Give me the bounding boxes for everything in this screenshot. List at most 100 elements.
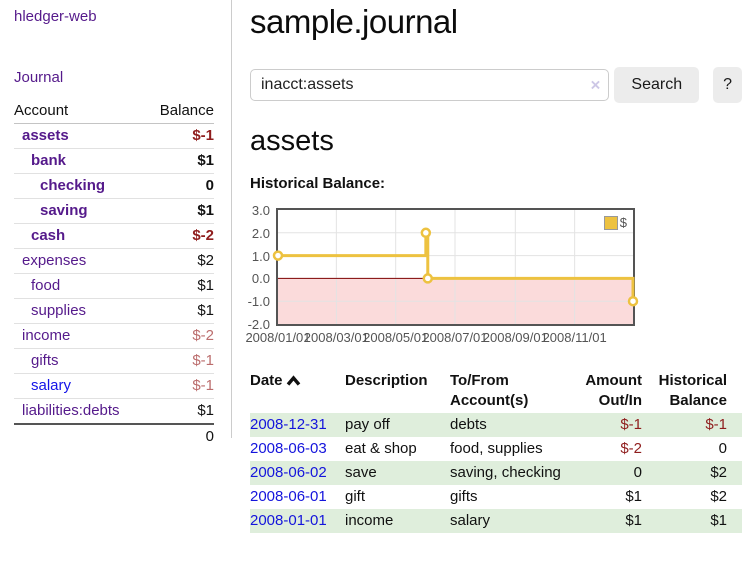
historical-balance-chart: $ 3.0 2.0 1.0 0.0 -1.0 -2.0 2008/01/01 2008/03/…: [245, 204, 742, 346]
x-axis-tick-label: 2008/03/01: [303, 330, 369, 345]
register-amount: $-1: [565, 413, 657, 437]
register-date: 2008-12-31: [250, 413, 345, 437]
account-link[interactable]: saving: [40, 202, 88, 219]
account-link[interactable]: expenses: [22, 252, 87, 269]
accounts-total-row: 0: [14, 423, 214, 449]
clear-search-icon[interactable]: ×: [590, 75, 601, 95]
sidebar-item-journal[interactable]: Journal: [14, 69, 64, 86]
account-row: expenses $2: [14, 248, 214, 274]
help-button[interactable]: ?: [713, 67, 742, 103]
account-row: salary $-1: [14, 373, 214, 399]
accounts-col-account: Account: [14, 100, 147, 124]
register-row: 2008-06-01 gift gifts $1 $2: [250, 485, 742, 509]
register-description: eat & shop: [345, 440, 417, 457]
register-accounts: food, supplies: [450, 440, 543, 457]
caret-up-icon: [286, 375, 300, 386]
register-balance: $-1: [657, 413, 742, 437]
chart-title: Historical Balance:: [250, 175, 386, 192]
account-balance: $-2: [146, 323, 214, 349]
account-link[interactable]: bank: [31, 152, 67, 169]
register-row: 2008-12-31 pay off debts $-1 $-1: [250, 413, 742, 437]
account-row: assets $-1: [14, 123, 214, 149]
register-balance: $1: [657, 509, 742, 533]
search-button[interactable]: Search: [614, 67, 700, 103]
account-row: liabilities:debts $1: [14, 398, 214, 425]
register-date: 2008-06-03: [250, 437, 345, 461]
account-link[interactable]: salary: [31, 377, 72, 394]
accounts-col-balance: Balance: [146, 100, 214, 124]
register-header-row: Date Description To/From Account(s) Amount …: [250, 369, 742, 413]
account-link[interactable]: gifts: [31, 352, 59, 369]
date-link[interactable]: 2008-12-31: [250, 416, 327, 433]
register-row: 2008-06-03 eat & shop food, supplies $-2 0: [250, 437, 742, 461]
account-link[interactable]: food: [31, 277, 61, 294]
register-accounts: saving, checking: [450, 461, 565, 485]
register-accounts: salary: [450, 509, 565, 533]
register-description: pay off: [345, 413, 450, 437]
accounts-header-row: Account Balance: [14, 100, 214, 124]
account-link[interactable]: assets: [22, 127, 69, 144]
search-input[interactable]: [250, 69, 610, 101]
accounts-total-value: 0: [146, 423, 214, 449]
legend-swatch-icon: [603, 215, 618, 230]
account-row: income $-2: [14, 323, 214, 349]
account-link[interactable]: income: [22, 327, 71, 344]
x-axis-tick-label: 2008/09/01: [482, 330, 548, 345]
register-description: gift: [345, 488, 366, 505]
register-row: 2008-06-02 save saving, checking 0 $2: [250, 461, 742, 485]
account-row: saving $1: [14, 198, 214, 224]
register-accounts: debts: [450, 413, 565, 437]
account-balance: $1: [146, 273, 214, 299]
legend-label: $: [619, 215, 627, 230]
register-balance: $2: [657, 461, 742, 485]
sidebar-divider: [231, 0, 232, 438]
register-col-date[interactable]: Date: [250, 369, 345, 413]
x-axis-tick-label: 2008/05/01: [363, 330, 429, 345]
y-axis-tick-label: 0.0: [251, 271, 270, 287]
account-row: checking 0: [14, 173, 214, 199]
register-description: save: [345, 461, 450, 485]
y-axis-tick-label: -1.0: [247, 294, 270, 310]
account-link[interactable]: supplies: [31, 302, 87, 319]
account-row: gifts $-1: [14, 348, 214, 374]
y-axis-tick-label: 1.0: [251, 248, 270, 264]
search-box: ×: [250, 69, 610, 101]
account-balance: 0: [146, 173, 214, 199]
account-balance: $1: [146, 198, 214, 224]
register-table: Date Description To/From Account(s) Amount …: [250, 369, 742, 533]
chart-plot-area: $: [272, 208, 639, 326]
date-link[interactable]: 2008-01-01: [250, 512, 327, 529]
register-col-balance: Historical Balance: [658, 372, 727, 409]
account-balance: $-1: [146, 123, 214, 149]
date-link[interactable]: 2008-06-01: [250, 488, 327, 505]
y-axis-tick-label: 3.0: [251, 203, 270, 218]
register-description: income: [345, 509, 450, 533]
brand-link[interactable]: hledger-web: [14, 8, 97, 25]
account-balance: $1: [146, 148, 214, 174]
account-balance: $1: [146, 398, 214, 425]
account-balance: $1: [146, 298, 214, 324]
register-amount: $-2: [620, 440, 642, 457]
register-date: 2008-06-02: [250, 461, 345, 485]
x-axis-tick-label: 2008/07/01: [422, 330, 488, 345]
account-link[interactable]: cash: [31, 227, 66, 244]
chart-legend: $: [601, 214, 629, 231]
account-row: bank $1: [14, 148, 214, 174]
register-date: 2008-06-01: [250, 485, 345, 509]
register-balance: $2: [710, 488, 727, 505]
register-amount: 0: [565, 461, 657, 485]
date-link[interactable]: 2008-06-02: [250, 464, 327, 481]
page-title: sample.journal: [250, 3, 458, 40]
account-link[interactable]: checking: [40, 177, 106, 194]
register-amount: $1: [625, 488, 642, 505]
y-axis-tick-label: -2.0: [247, 317, 270, 332]
account-link[interactable]: liabilities:debts: [22, 402, 120, 419]
account-balance: $2: [146, 248, 214, 274]
register-col-accounts: To/From Account(s): [450, 372, 529, 409]
main-content: sample.journal × Search ? assets Histori…: [245, 0, 742, 533]
sidebar: hledger-web Journal Account Balance asse…: [14, 0, 214, 449]
register-date: 2008-01-01: [250, 509, 345, 533]
accounts-table: Account Balance assets $-1 bank $1 checking 0…: [14, 100, 214, 449]
register-accounts: gifts: [450, 488, 478, 505]
date-link[interactable]: 2008-06-03: [250, 440, 327, 457]
